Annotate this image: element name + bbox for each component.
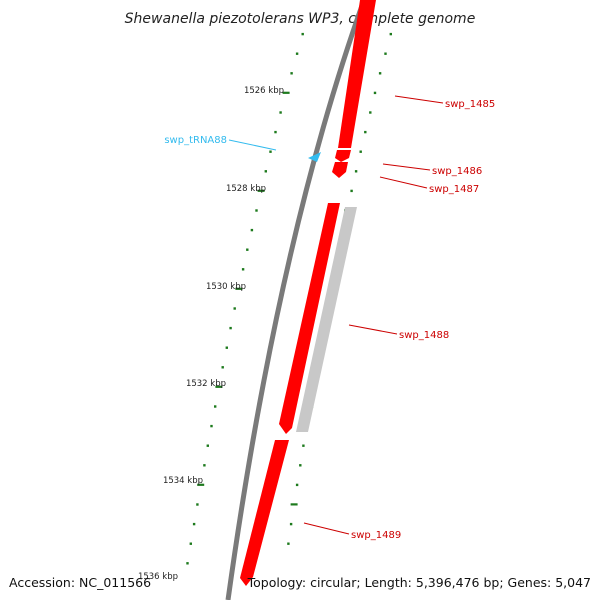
tick-label-1534: 1534 kbp <box>163 476 203 486</box>
tick-label-1532: 1532 kbp <box>186 379 226 389</box>
tick-mark <box>373 91 377 95</box>
tick-mark <box>206 444 209 447</box>
tick-mark-major <box>282 91 290 94</box>
tick-mark <box>354 170 358 173</box>
tick-mark <box>295 483 299 487</box>
tick-mark <box>274 130 277 134</box>
gene-swp-1487[interactable] <box>332 162 348 178</box>
tick-label-1528: 1528 kbp <box>226 184 266 194</box>
tick-mark <box>186 562 189 565</box>
tick-label-1530: 1530 kbp <box>206 282 246 292</box>
leader-swp-trna88 <box>228 139 277 151</box>
map-title: Shewanella piezotolerans WP3, complete g… <box>125 11 476 27</box>
tick-mark <box>269 150 272 153</box>
genome-backbone <box>225 0 367 600</box>
tick-mark <box>264 170 267 173</box>
tick-mark <box>225 346 228 349</box>
tick-mark <box>289 522 293 526</box>
gene-label-swp-1487[interactable]: swp_1487 <box>429 184 479 195</box>
tick-mark <box>378 72 382 75</box>
tick-mark-major <box>257 189 265 192</box>
tick-mark <box>246 248 249 251</box>
gene-label-swp-1486[interactable]: swp_1486 <box>432 166 482 177</box>
tick-mark-major <box>197 483 205 486</box>
tick-mark <box>250 228 254 232</box>
tick-mark <box>279 111 282 114</box>
leader-swp-1486 <box>382 163 431 171</box>
tick-mark <box>192 522 196 526</box>
tick-mark <box>214 405 217 408</box>
tick-mark <box>369 111 372 114</box>
tick-label-1536: 1536 kbp <box>138 572 178 582</box>
accession-text: Accession: NC_011566 <box>9 575 151 590</box>
tick-mark <box>384 52 387 55</box>
tick-mark-major <box>235 287 243 290</box>
tick-dots-inner <box>287 32 392 545</box>
tick-mark <box>301 32 304 36</box>
leader-swp-1489 <box>303 522 350 535</box>
tick-mark <box>221 366 224 369</box>
leader-swp-1487 <box>379 176 428 189</box>
gene-swp-1488-a[interactable] <box>279 203 340 434</box>
tick-mark <box>295 52 299 55</box>
tick-label-1526: 1526 kbp <box>244 86 284 96</box>
tick-mark <box>290 72 293 75</box>
tick-mark <box>255 209 258 212</box>
leader-swp-1488 <box>348 324 398 335</box>
tick-mark <box>203 464 206 467</box>
tick-mark-major <box>290 503 298 506</box>
gene-swp-1485[interactable] <box>338 0 376 148</box>
tick-mark-major <box>215 385 223 388</box>
tick-mark <box>287 542 290 545</box>
tick-mark <box>189 542 192 545</box>
tick-mark <box>229 326 232 330</box>
tick-mark <box>233 307 236 310</box>
tick-mark <box>196 503 199 506</box>
genome-summary-text: Topology: circular; Length: 5,396,476 bp… <box>247 575 591 590</box>
gene-swp-1486[interactable] <box>335 150 351 162</box>
tick-dots-outer <box>186 32 304 565</box>
tick-mark <box>299 464 302 467</box>
tick-mark <box>364 130 367 134</box>
leader-swp-1485 <box>394 95 444 104</box>
gene-swp-1488-b[interactable] <box>296 207 357 432</box>
tick-mark <box>350 189 353 193</box>
tick-mark <box>359 150 362 153</box>
tick-mark <box>241 268 245 271</box>
tick-mark <box>389 32 392 36</box>
gene-label-swp-1488[interactable]: swp_1488 <box>399 330 449 341</box>
gene-label-swp-1485[interactable]: swp_1485 <box>445 99 495 110</box>
gene-label-swp-1489[interactable]: swp_1489 <box>351 530 401 541</box>
trna-swp-trna88[interactable] <box>308 152 321 162</box>
trna-label-swp-trna88[interactable]: swp_tRNA88 <box>164 135 227 146</box>
tick-mark <box>210 424 213 428</box>
tick-mark <box>302 444 305 447</box>
gene-swp-1489[interactable] <box>240 440 289 586</box>
